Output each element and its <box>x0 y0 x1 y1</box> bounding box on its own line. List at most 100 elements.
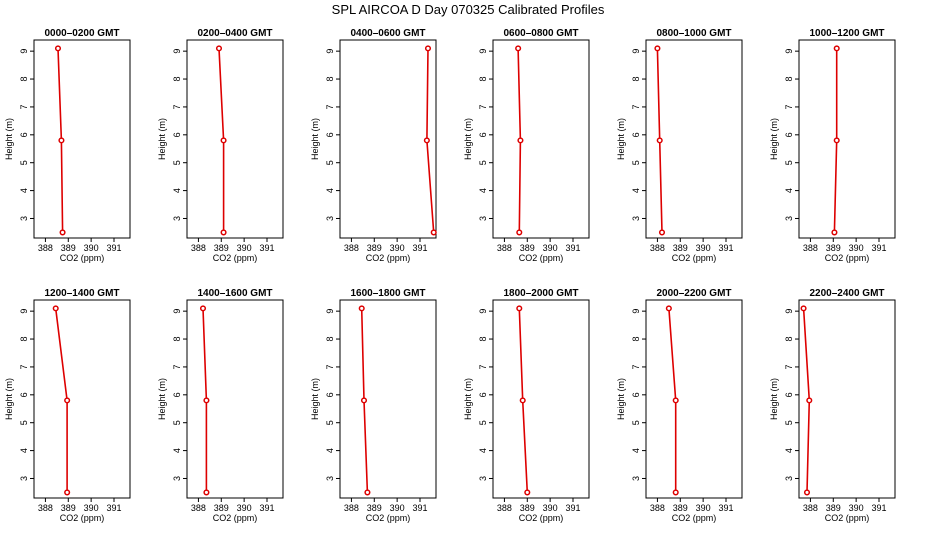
x-tick-label: 389 <box>214 503 229 513</box>
y-axis-label: Height (m) <box>463 118 473 160</box>
y-tick-label: 9 <box>631 49 641 54</box>
x-tick-label: 391 <box>259 503 274 513</box>
y-tick-label: 9 <box>325 49 335 54</box>
profile-panel: 1800–2000 GMT 388 389 390 391 3 4 5 6 7 8 9 CO2 (ppm… <box>463 288 590 523</box>
profile-panel: 0800–1000 GMT 388 389 390 391 3 4 5 6 7 8 9 CO2 (ppm… <box>616 28 743 263</box>
y-tick-label: 8 <box>172 337 182 342</box>
plot-frame <box>33 39 131 239</box>
x-tick-label: 389 <box>214 243 229 253</box>
x-axis-label: CO2 (ppm) <box>519 253 564 263</box>
x-tick-label: 390 <box>390 243 405 253</box>
y-axis-label: Height (m) <box>4 378 14 420</box>
panel-title: 0200–0400 GMT <box>197 28 272 39</box>
data-point <box>656 137 663 144</box>
y-axis-label: Height (m) <box>157 118 167 160</box>
x-tick-label: 391 <box>871 503 886 513</box>
y-tick-label: 8 <box>478 337 488 342</box>
x-tick-label: 390 <box>390 503 405 513</box>
data-point <box>665 305 672 312</box>
x-tick-label: 391 <box>106 243 121 253</box>
x-tick-label: 389 <box>826 503 841 513</box>
data-point <box>515 45 522 52</box>
y-tick-label: 6 <box>784 392 794 397</box>
x-tick-label: 391 <box>259 243 274 253</box>
x-axis-label: CO2 (ppm) <box>213 253 258 263</box>
data-point <box>672 397 679 404</box>
y-tick-label: 6 <box>172 132 182 137</box>
y-tick-label: 7 <box>172 104 182 109</box>
data-point <box>833 137 840 144</box>
y-tick-label: 5 <box>631 420 641 425</box>
data-point <box>672 489 679 496</box>
x-tick-label: 390 <box>84 243 99 253</box>
y-tick-label: 6 <box>478 392 488 397</box>
y-tick-label: 9 <box>631 309 641 314</box>
y-tick-label: 4 <box>325 448 335 453</box>
y-tick-label: 5 <box>19 160 29 165</box>
x-axis-label: CO2 (ppm) <box>825 513 870 523</box>
y-tick-label: 7 <box>631 104 641 109</box>
y-tick-label: 3 <box>172 476 182 481</box>
plot-frame <box>339 299 437 499</box>
x-tick-label: 389 <box>673 243 688 253</box>
y-tick-label: 5 <box>325 160 335 165</box>
x-tick-label: 389 <box>826 243 841 253</box>
plot-frame <box>492 299 590 499</box>
profile-panel: 2200–2400 GMT 388 389 390 391 3 4 5 6 7 8 9 CO2 (ppm… <box>769 288 896 523</box>
y-tick-label: 8 <box>325 77 335 82</box>
x-tick-label: 391 <box>412 243 427 253</box>
plot-frame <box>186 299 284 499</box>
x-tick-label: 388 <box>191 243 206 253</box>
panel-title: 0800–1000 GMT <box>656 28 731 39</box>
y-tick-label: 3 <box>478 216 488 221</box>
plot-frame <box>645 39 743 239</box>
y-tick-label: 7 <box>172 364 182 369</box>
x-tick-label: 391 <box>718 243 733 253</box>
y-tick-label: 4 <box>631 448 641 453</box>
y-tick-label: 9 <box>172 49 182 54</box>
data-point <box>424 45 432 52</box>
data-point <box>517 137 524 144</box>
data-point <box>358 305 365 312</box>
y-tick-label: 5 <box>478 420 488 425</box>
y-tick-label: 5 <box>631 160 641 165</box>
data-point <box>220 229 227 236</box>
x-tick-label: 388 <box>803 243 818 253</box>
x-tick-label: 391 <box>106 503 121 513</box>
y-tick-label: 3 <box>631 216 641 221</box>
profile-panel: 0200–0400 GMT 388 389 390 391 3 4 5 6 7 8 9 CO2 (ppm… <box>157 28 284 263</box>
data-point <box>64 397 71 404</box>
x-tick-label: 390 <box>543 243 558 253</box>
x-tick-label: 389 <box>520 503 535 513</box>
y-tick-label: 3 <box>325 476 335 481</box>
y-tick-label: 6 <box>478 132 488 137</box>
data-point <box>220 137 227 144</box>
y-tick-label: 9 <box>172 309 182 314</box>
y-axis-label: Height (m) <box>157 378 167 420</box>
plot-frame <box>798 299 896 499</box>
y-tick-label: 7 <box>19 364 29 369</box>
y-tick-label: 3 <box>784 476 794 481</box>
plot-frame <box>492 39 590 239</box>
y-tick-label: 8 <box>784 77 794 82</box>
y-tick-label: 9 <box>19 309 29 314</box>
y-tick-label: 5 <box>172 420 182 425</box>
y-tick-label: 3 <box>19 476 29 481</box>
y-tick-label: 8 <box>172 77 182 82</box>
y-tick-label: 4 <box>325 188 335 193</box>
x-tick-label: 388 <box>191 503 206 513</box>
y-axis-label: Height (m) <box>769 118 779 160</box>
y-tick-label: 4 <box>631 188 641 193</box>
profile-panel: 1600–1800 GMT 388 389 390 391 3 4 5 6 7 8 9 CO2 (ppm… <box>310 288 437 523</box>
y-tick-label: 3 <box>784 216 794 221</box>
y-tick-label: 7 <box>478 364 488 369</box>
plot-frame <box>339 39 437 239</box>
y-tick-label: 7 <box>478 104 488 109</box>
data-point <box>658 229 666 236</box>
panel-title: 0600–0800 GMT <box>503 28 578 39</box>
x-tick-label: 390 <box>696 243 711 253</box>
panel-title: 0000–0200 GMT <box>44 28 119 39</box>
y-axis-label: Height (m) <box>310 118 320 160</box>
panel-title: 2200–2400 GMT <box>809 288 884 299</box>
data-point <box>64 489 71 496</box>
